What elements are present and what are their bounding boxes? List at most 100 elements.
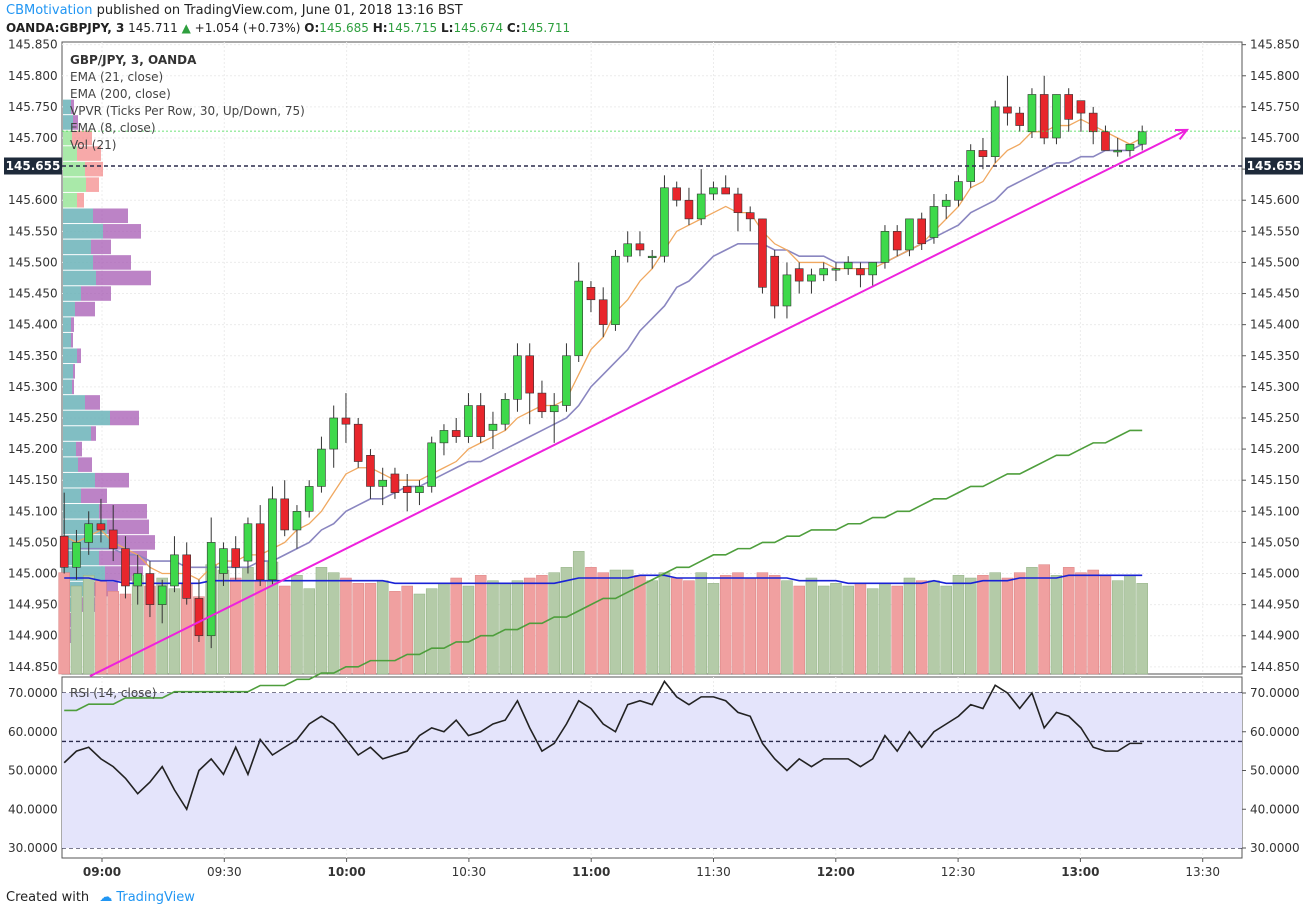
volume-bar	[487, 580, 499, 675]
candle-body	[525, 355, 535, 394]
volume-bar	[1111, 580, 1124, 675]
volume-bar	[756, 572, 769, 675]
vpvr-up-row	[63, 130, 72, 146]
volume-bar	[817, 585, 830, 675]
rsi-tick-label: 30.0000	[1250, 841, 1300, 855]
volume-bar	[364, 583, 377, 675]
vpvr-down-row	[91, 239, 111, 255]
price-tick-label: 144.850	[1250, 660, 1300, 674]
price-tick-label-left: 145.750	[8, 100, 58, 114]
candle-body	[1027, 94, 1037, 133]
candle-body	[549, 405, 559, 413]
legend-ema200[interactable]: EMA (200, close)	[70, 87, 171, 101]
candle-body	[243, 523, 253, 562]
volume-bar	[548, 572, 560, 675]
candle-body	[121, 548, 130, 587]
candle-body	[1088, 112, 1098, 133]
candle-body	[672, 187, 682, 201]
vpvr-down-row	[76, 441, 82, 457]
vpvr-down-row	[86, 177, 99, 192]
candle-body	[647, 255, 657, 259]
volume-bar	[82, 575, 95, 675]
candle-body	[623, 243, 633, 257]
vpvr-up-row	[63, 224, 103, 239]
symbol-label: OANDA:GBPJPY, 3	[6, 21, 125, 35]
volume-bar	[854, 583, 867, 675]
legend-vpvr[interactable]: VPVR (Ticks Per Row, 30, Up/Down, 75)	[70, 104, 305, 118]
vpvr-up-row	[63, 332, 71, 348]
vpvr-up-row	[63, 550, 99, 566]
volume-bar	[413, 593, 426, 675]
volume-bar	[327, 572, 340, 675]
vpvr-down-row	[77, 348, 81, 364]
time-tick-label: 09:30	[207, 865, 242, 879]
candle-body	[745, 212, 755, 220]
vpvr-up-row	[63, 255, 93, 270]
price-tick-label: 145.300	[1250, 380, 1300, 394]
volume-bar	[597, 572, 609, 675]
vpvr-up-row	[63, 379, 72, 395]
legend-ema8[interactable]: EMA (8, close)	[70, 121, 156, 135]
rsi-tick-label-left: 50.0000	[8, 764, 58, 778]
time-tick-label: 12:30	[941, 865, 976, 879]
time-axis[interactable]: 09:00 09:30 10:00 10:30 11:00 11:30 12:00 12:30…	[83, 858, 1220, 879]
tradingview-logo-icon[interactable]: ☁	[99, 890, 113, 905]
candle-body	[341, 417, 351, 425]
candle-body	[1101, 131, 1110, 151]
vpvr-up-row	[63, 99, 71, 115]
volume-bar	[242, 567, 254, 675]
volume-bar	[830, 583, 842, 675]
candle-body	[1039, 94, 1049, 139]
ema200-line	[64, 429, 1143, 712]
rsi-legend[interactable]: RSI (14, close)	[70, 686, 156, 700]
rsi-axis: 70.0000 70.0000 60.0000 60.0000 50.0000 50.00…	[8, 686, 1300, 855]
rsi-tick-label: 50.0000	[1250, 764, 1300, 778]
volume-bar	[389, 591, 401, 675]
vpvr-up-row	[63, 488, 81, 504]
legend-vol[interactable]: Vol (21)	[70, 138, 116, 152]
candle-body	[807, 274, 816, 282]
time-tick-label: 13:30	[1185, 865, 1220, 879]
vpvr-down-row	[73, 364, 75, 379]
price-tick-label-left: 145.800	[8, 69, 58, 83]
price-tick-label-left: 144.850	[8, 660, 58, 674]
volume-bar	[499, 583, 511, 675]
volume-bar	[1038, 564, 1050, 675]
volume-bar	[670, 577, 683, 675]
footer-brand[interactable]: TradingView	[116, 890, 195, 905]
candle-body	[1076, 100, 1086, 114]
ema21-line	[64, 143, 1143, 569]
price-tick-label: 144.900	[1250, 629, 1300, 643]
low-value: 145.674	[453, 21, 504, 35]
candle-body	[1015, 112, 1025, 126]
volume-bar	[560, 567, 573, 675]
candle-body	[390, 473, 400, 493]
price-tick-label: 145.150	[1250, 473, 1300, 487]
legend-ema21[interactable]: EMA (21, close)	[70, 70, 163, 84]
author-link[interactable]: CBMotivation	[6, 3, 93, 18]
volume-bar	[964, 577, 977, 675]
candle-body	[929, 206, 939, 238]
vpvr-up-row	[63, 441, 76, 457]
vpvr-down-row	[75, 301, 95, 317]
price-tick-label-left: 145.850	[8, 38, 58, 52]
candle-body	[892, 231, 902, 251]
candle-body	[990, 106, 1000, 157]
vpvr-down-row	[71, 332, 73, 348]
candle-body	[1125, 143, 1135, 151]
time-tick-label: 12:00	[817, 865, 855, 879]
volume-bar	[1001, 577, 1014, 675]
candle-body	[794, 268, 804, 282]
volume-bar	[1075, 572, 1087, 675]
high-label: H:	[372, 21, 388, 35]
volume-bar	[903, 577, 916, 675]
candle-body	[59, 535, 69, 568]
candle-body	[733, 193, 743, 213]
volume-bar	[621, 569, 634, 675]
candle-body	[1137, 131, 1147, 145]
volume-bar	[768, 575, 781, 675]
candle-body	[831, 268, 841, 271]
candle-body	[770, 255, 780, 307]
volume-bar	[842, 585, 854, 675]
